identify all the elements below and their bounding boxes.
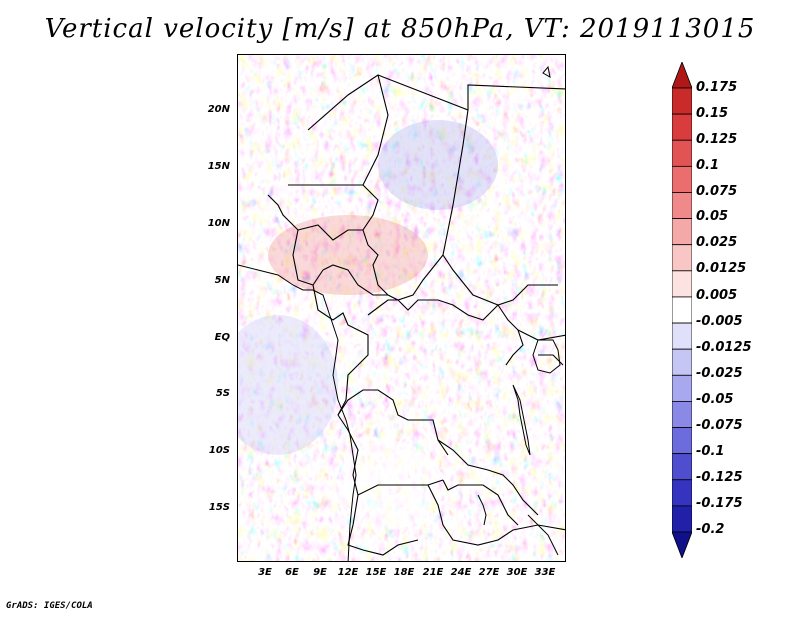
colorbar-box	[672, 139, 692, 167]
lat-label-15n: 15N	[207, 161, 230, 172]
lon-label-3e: 3E	[258, 567, 272, 578]
lat-label-5s: 5S	[215, 388, 230, 399]
colorbar-box	[672, 374, 692, 402]
colorbar-box	[672, 348, 692, 376]
colorbar-label: -0.125	[696, 470, 743, 485]
colorbar-label: -0.05	[696, 392, 734, 407]
lon-label-33e: 33E	[534, 567, 556, 578]
colorbar-label: 0.0125	[696, 261, 747, 276]
colorbar-box	[672, 192, 692, 219]
lon-label-18e: 18E	[393, 567, 415, 578]
colorbar-label: -0.075	[696, 418, 743, 433]
lat-label-5n: 5N	[214, 275, 230, 286]
colorbar-label: 0.075	[696, 184, 738, 199]
colorbar-label: 0.125	[696, 132, 738, 147]
colorbar-label: 0.025	[696, 235, 738, 250]
colorbar	[672, 62, 692, 558]
sinking-zone	[378, 120, 498, 210]
colorbar-label: 0.15	[696, 106, 729, 121]
lon-label-27e: 27E	[478, 567, 500, 578]
rising-zone	[268, 215, 428, 295]
colorbar-box	[672, 479, 692, 507]
colorbar-box	[672, 505, 692, 533]
colorbar-top-triangle	[672, 62, 692, 89]
colorbar-box	[672, 87, 692, 115]
colorbar-box	[672, 165, 692, 193]
lat-label-eq: EQ	[214, 332, 230, 343]
lon-label-15e: 15E	[365, 567, 387, 578]
colorbar-box	[672, 427, 692, 455]
lat-label-10n: 10N	[207, 218, 230, 229]
colorbar-label: 0.175	[696, 80, 738, 95]
lon-label-12e: 12E	[337, 567, 359, 578]
colorbar-label: -0.1	[696, 444, 725, 459]
colorbar-box	[672, 113, 692, 141]
lat-label-15s: 15S	[208, 502, 230, 513]
lon-label-24e: 24E	[450, 567, 472, 578]
colorbar-label: -0.2	[696, 522, 725, 537]
country-borders	[267, 74, 565, 556]
colorbar-box	[672, 296, 692, 324]
colorbar-box	[672, 322, 692, 350]
vertical-velocity-map	[237, 54, 566, 562]
lon-label-30e: 30E	[506, 567, 528, 578]
colorbar-box	[672, 401, 692, 428]
colorbar-box	[672, 218, 692, 246]
colorbar-box	[672, 453, 692, 481]
lat-label-10s: 10S	[208, 445, 230, 456]
colorbar-label: 0.005	[696, 288, 738, 303]
lat-label-20n: 20N	[207, 104, 230, 115]
lon-label-6e: 6E	[285, 567, 299, 578]
map-svg	[238, 55, 565, 561]
colorbar-label: 0.05	[696, 209, 729, 224]
colorbar-bottom-triangle	[672, 531, 692, 558]
colorbar-label: 0.1	[696, 158, 720, 173]
coastlines	[238, 65, 561, 561]
colorbar-box	[672, 270, 692, 298]
colorbar-label: -0.005	[696, 314, 743, 329]
colorbar-label: -0.0125	[696, 340, 752, 355]
lon-label-21e: 21E	[422, 567, 444, 578]
lon-label-9e: 9E	[313, 567, 327, 578]
ocean-zone	[238, 315, 338, 455]
colorbar-label: -0.175	[696, 496, 743, 511]
colorbar-box	[672, 244, 692, 272]
grads-credit: GrADS: IGES/COLA	[6, 601, 93, 611]
colorbar-label: -0.025	[696, 366, 743, 381]
chart-title: Vertical velocity [m/s] at 850hPa, VT: 2…	[44, 14, 756, 44]
